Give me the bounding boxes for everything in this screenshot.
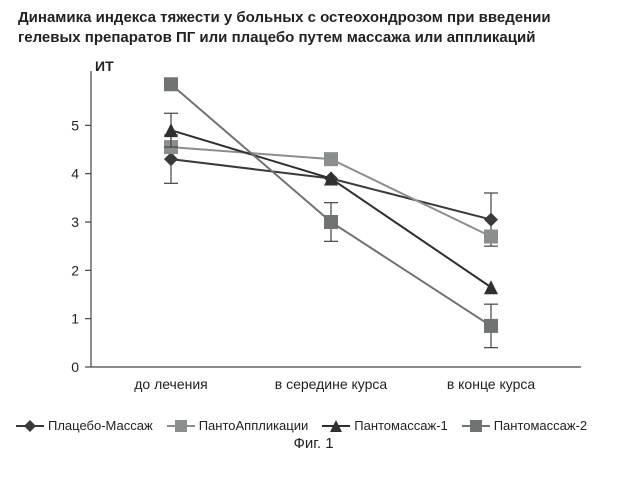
chart-area: 0 1 2 3 4 5 ИТ до лечения в середине курса в конц… [16, 53, 611, 413]
legend-label: Пантомассаж-2 [494, 418, 587, 433]
ytick-label: 3 [71, 214, 79, 230]
legend: Плацебо-Массаж ПантоАппликации Пантомассаж… [16, 417, 611, 433]
legend-item: Плацебо-Массаж [16, 417, 153, 433]
ytick-label: 1 [71, 311, 79, 327]
x-category-label: до лечения [134, 376, 208, 392]
legend-label: Плацебо-Массаж [48, 418, 153, 433]
ytick-label: 5 [71, 117, 79, 133]
legend-marker-icon [16, 419, 44, 433]
legend-item: Пантомассаж-2 [462, 417, 587, 433]
legend-marker-icon [167, 419, 195, 433]
title-line-1: Динамика индекса тяжести у больных с ост… [18, 9, 551, 26]
x-category-label: в конце курса [447, 376, 536, 392]
ytick-label: 4 [71, 166, 79, 182]
legend-label: ПантоАппликации [199, 418, 309, 433]
ytick-label: 2 [71, 262, 79, 278]
chart-svg: 0 1 2 3 4 5 ИТ до лечения в середине курса в конц… [16, 53, 611, 413]
chart-title: Динамика индекса тяжести у больных с ост… [0, 0, 627, 49]
legend-item: Пантомассаж-1 [322, 417, 447, 433]
title-line-2: гелевых препаратов ПГ или плацебо путем … [18, 29, 535, 46]
legend-item: ПантоАппликации [167, 417, 309, 433]
legend-marker-icon [462, 419, 490, 433]
y-axis-label: ИТ [95, 58, 114, 74]
x-category-label: в середине курса [275, 376, 388, 392]
legend-marker-icon [322, 419, 350, 433]
legend-label: Пантомассаж-1 [354, 418, 447, 433]
figure-caption: Фиг. 1 [0, 435, 627, 452]
ytick-label: 0 [71, 359, 79, 375]
